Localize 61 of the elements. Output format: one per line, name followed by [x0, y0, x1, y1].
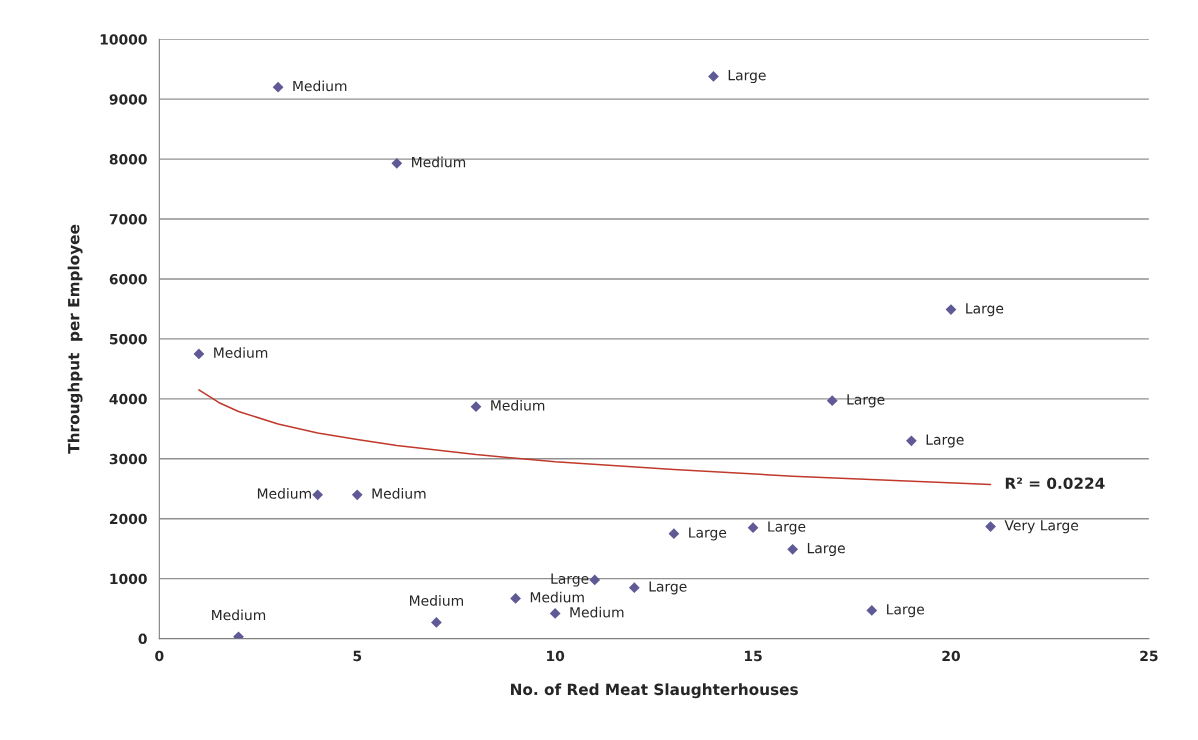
- annotation: Medium: [212, 609, 266, 621]
- annotation: Medium: [410, 595, 463, 606]
- x-tick-label: 10: [547, 650, 565, 662]
- annotation: Medium: [293, 80, 347, 92]
- y-axis-title: Throughput per Employee: [67, 224, 83, 454]
- point: [589, 574, 601, 586]
- point: [826, 395, 838, 407]
- annotation: Large: [926, 434, 964, 448]
- y-tick-label: 8000: [109, 154, 147, 165]
- x-axis-title: No. of Red Meat Slaughterhouses: [511, 683, 798, 699]
- y-tick-label: 6000: [109, 273, 147, 285]
- line-series: [198, 389, 992, 486]
- point: [391, 157, 403, 169]
- annotation: Large: [728, 70, 766, 84]
- y-tick-label: 3000: [109, 453, 147, 465]
- point: [470, 401, 482, 413]
- point: [906, 435, 917, 447]
- annotation: Large: [649, 581, 687, 595]
- point: [549, 608, 561, 619]
- annotation: Large: [551, 573, 589, 587]
- annotation: Medium: [257, 488, 311, 499]
- y-tick-label: 5000: [109, 333, 147, 345]
- annotation: Medium: [530, 591, 584, 603]
- point: [747, 522, 759, 534]
- annotation: Medium: [372, 488, 426, 499]
- annotation: Very Large: [1004, 520, 1079, 534]
- y-tick-label: 1000: [110, 573, 147, 585]
- annotation: Medium: [570, 606, 624, 618]
- point: [510, 593, 521, 604]
- x-tick-label: 0: [155, 650, 164, 662]
- point: [312, 489, 324, 501]
- annotation: Medium: [214, 347, 268, 358]
- y-tick-label: 0: [138, 633, 147, 645]
- y-tick-label: 2000: [109, 513, 147, 525]
- point: [985, 521, 996, 532]
- annotation: Large: [847, 394, 885, 408]
- point: [708, 71, 719, 82]
- annotation: Medium: [412, 156, 466, 168]
- point: [628, 582, 640, 594]
- annotation: Large: [689, 527, 727, 541]
- x-tick-label: 25: [1140, 650, 1158, 662]
- annotation: Medium: [491, 399, 545, 411]
- point: [668, 528, 680, 540]
- annotation: Large: [768, 521, 806, 535]
- y-tick-label: 10000: [100, 34, 147, 45]
- x-tick-label: 15: [744, 650, 762, 662]
- y-tick-label: 4000: [109, 393, 147, 405]
- point: [272, 81, 284, 93]
- point: [787, 543, 799, 555]
- y-tick-label: 7000: [109, 214, 147, 225]
- y-tick-label: 9000: [109, 94, 147, 105]
- point: [431, 617, 442, 628]
- x-tick-label: 20: [942, 650, 960, 662]
- x-tick-label: 5: [353, 650, 362, 662]
- annotation: Large: [807, 543, 845, 557]
- point: [351, 489, 363, 501]
- point: [193, 348, 205, 360]
- annotation: R² = 0.0224: [1005, 477, 1105, 490]
- annotation: Large: [966, 303, 1004, 317]
- annotation: Large: [887, 604, 925, 618]
- point: [866, 605, 878, 616]
